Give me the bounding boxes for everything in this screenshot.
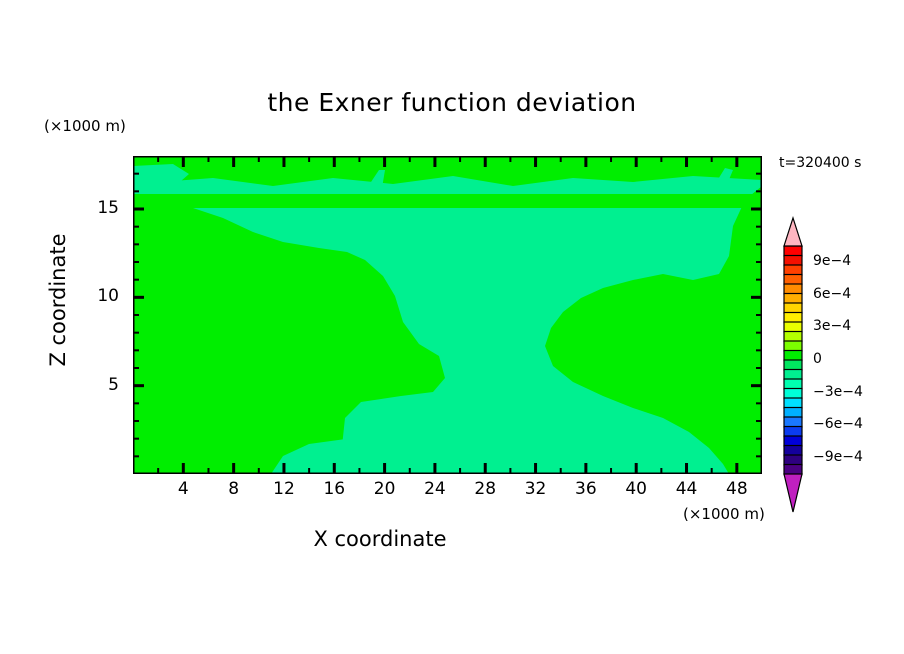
colorbar-over-cap: [783, 216, 803, 247]
colorbar-band: [783, 292, 803, 305]
colorbar-tick-label: 3e−4: [813, 318, 852, 335]
colorbar-band: [783, 463, 803, 476]
colorbar: [778, 216, 808, 516]
colorbar-band: [783, 387, 803, 400]
colorbar-band: [783, 245, 803, 257]
colorbar-band: [783, 359, 803, 371]
colorbar-band: [783, 302, 803, 314]
contour-plot-area: [133, 156, 762, 474]
colorbar-band: [783, 330, 803, 343]
x-axis-unit-label: (×1000 m): [683, 505, 765, 523]
contour-bands: [133, 156, 762, 474]
colorbar-band: [783, 397, 803, 409]
contour-band-fan-right-x45: [709, 168, 733, 194]
colorbar-band: [783, 444, 803, 457]
x-tick-label: 32: [524, 479, 547, 499]
x-tick-label: 8: [228, 479, 240, 499]
y-tick-label: 5: [108, 374, 119, 395]
colorbar-tick-label: 0: [813, 351, 822, 367]
contour-band-lower-center-spring-lobe: [271, 436, 663, 474]
colorbar-band: [783, 349, 803, 362]
colorbar-band: [783, 368, 803, 381]
x-tick-label: 28: [474, 479, 497, 499]
contour-band-mid-bright-region: [133, 156, 445, 474]
x-tick-label: 24: [424, 479, 446, 499]
page-title: the Exner function deviation: [267, 88, 637, 117]
colorbar-tick-label: −3e−4: [813, 383, 863, 400]
colorbar-band: [783, 273, 803, 286]
contour-field: [133, 156, 762, 474]
x-axis-title: X coordinate: [313, 527, 447, 551]
x-tick-label: 44: [675, 479, 698, 499]
colorbar-band: [783, 340, 803, 352]
y-axis-title: Z coordinate: [46, 233, 70, 367]
x-tick-label: 4: [177, 479, 189, 499]
colorbar-tick-label: 6e−4: [813, 285, 852, 302]
colorbar-tick-label: −9e−4: [813, 448, 863, 465]
x-tick-label: 48: [726, 479, 748, 499]
x-tick-label: 40: [625, 479, 647, 499]
colorbar-band: [783, 435, 803, 447]
x-tick-label: 12: [273, 479, 295, 499]
colorbar-band: [783, 254, 803, 267]
x-tick-label: 36: [575, 479, 597, 499]
contour-band-fan-left-x19: [363, 170, 385, 194]
colorbar-band: [783, 378, 803, 390]
contour-band-bottom-thin-spring-streak: [383, 454, 603, 463]
colorbar-band: [783, 454, 803, 466]
contour-band-top-bright-cap: [133, 156, 762, 186]
colorbar-band: [783, 425, 803, 438]
contour-band-left-top-spring-notch: [133, 164, 189, 190]
colorbar-band: [783, 416, 803, 428]
time-annotation: t=320400 s: [779, 155, 862, 171]
colorbar-band: [783, 264, 803, 276]
y-tick-label: 15: [97, 198, 119, 218]
x-tick-label: 20: [373, 479, 396, 499]
colorbar-under-cap: [783, 473, 803, 513]
colorbar-band: [783, 283, 803, 295]
colorbar-band: [783, 311, 803, 324]
x-tick-label: 16: [323, 479, 346, 499]
colorbar-tick-label: −6e−4: [813, 416, 863, 433]
colorbar-swatches: [783, 216, 803, 513]
y-axis-unit-label: (×1000 m): [44, 117, 126, 135]
colorbar-band: [783, 406, 803, 419]
y-tick-label: 10: [97, 286, 119, 307]
colorbar-band: [783, 321, 803, 333]
colorbar-tick-label: 9e−4: [813, 253, 852, 270]
contour-band-tropopause-bright-stripe: [133, 194, 762, 208]
contour-band-right-bright-wedge: [545, 186, 762, 474]
